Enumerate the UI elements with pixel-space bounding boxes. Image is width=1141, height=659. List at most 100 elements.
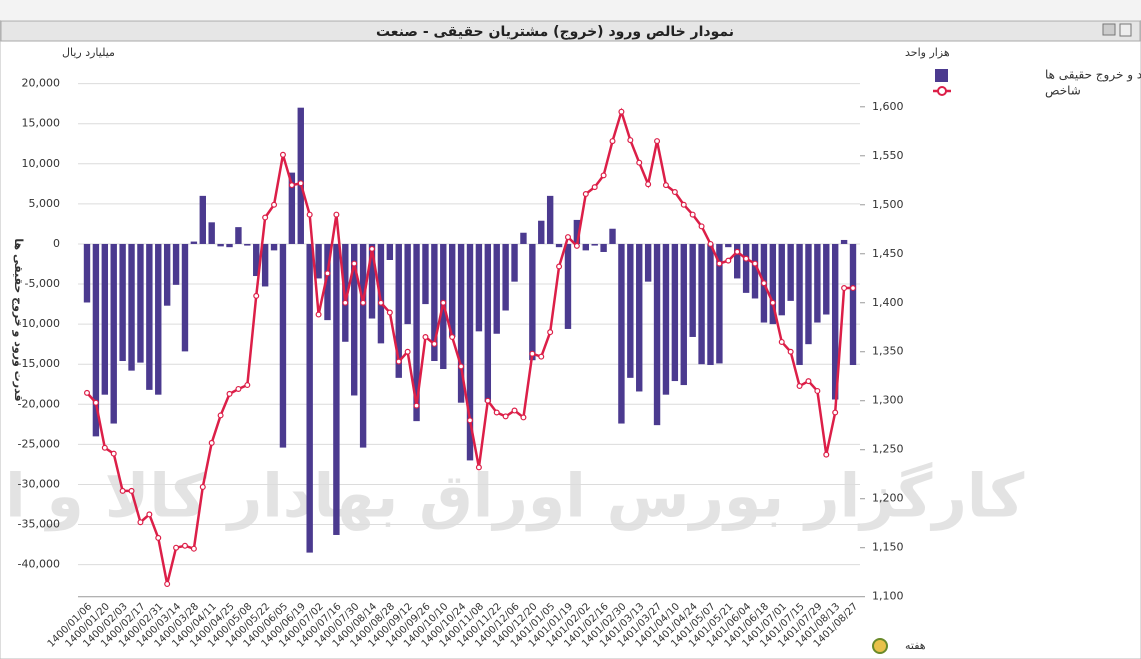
y2-unit: هزار واحد: [905, 46, 950, 59]
bar: [796, 243, 803, 366]
line-marker: [244, 382, 251, 389]
line-marker: [288, 182, 295, 189]
bar: [555, 243, 563, 248]
y-tick-label: -30,000: [18, 477, 60, 490]
y2-tick-label: 1,200: [872, 492, 904, 505]
bar: [253, 243, 260, 277]
line-marker: [146, 511, 153, 518]
y2-tick-label: 1,400: [872, 296, 904, 309]
bar: [680, 243, 687, 386]
y-tick-label: -5,000: [25, 277, 60, 290]
line-marker: [110, 450, 117, 457]
line-marker: [752, 260, 759, 267]
bar: [529, 243, 536, 361]
line-marker: [271, 201, 278, 208]
bar: [493, 243, 500, 334]
line-marker: [413, 402, 420, 409]
y2-tick-label: 1,350: [872, 345, 904, 358]
line-marker: [573, 242, 580, 249]
line-marker: [449, 334, 456, 341]
bar: [226, 243, 233, 248]
bar: [564, 243, 572, 329]
legend-swatch: [937, 86, 947, 96]
bar: [181, 243, 189, 352]
refresh-icon[interactable]: [872, 638, 888, 654]
line-marker: [538, 353, 545, 360]
line-marker: [226, 390, 233, 397]
bar: [306, 243, 313, 553]
line-marker: [609, 138, 616, 145]
bar: [368, 243, 376, 319]
line-marker: [306, 211, 313, 218]
line-marker: [493, 409, 500, 416]
line-marker: [787, 348, 794, 355]
bar: [609, 228, 616, 244]
bar: [831, 243, 839, 400]
line-marker: [636, 159, 643, 166]
line-marker: [805, 378, 812, 385]
bar: [725, 243, 732, 248]
line-marker: [155, 534, 162, 541]
print-icon[interactable]: [1102, 23, 1116, 36]
line-marker: [502, 413, 509, 420]
line-marker: [769, 299, 776, 306]
line-marker: [431, 340, 438, 347]
bar: [110, 243, 117, 424]
bar: [83, 243, 91, 303]
bar: [546, 195, 554, 244]
line-marker: [689, 211, 696, 218]
line-marker: [698, 223, 705, 230]
line-marker: [190, 545, 197, 552]
y-axis-title: قدرت ورود و خروج حقیقی ها: [11, 238, 25, 401]
y-tick-label: 5,000: [29, 197, 61, 210]
bar: [644, 243, 652, 282]
bar: [573, 219, 581, 244]
legend-label: قدرت ورود و خروج حقیقی ها: [1045, 68, 1141, 83]
line-marker: [556, 263, 563, 270]
line-marker: [208, 439, 215, 446]
line-marker: [654, 138, 661, 145]
bar: [146, 243, 153, 390]
line-marker: [671, 189, 678, 196]
bar: [279, 243, 287, 448]
bar: [475, 243, 483, 332]
line-marker: [716, 260, 723, 267]
line-marker: [119, 487, 126, 494]
bar: [769, 243, 777, 325]
bar: [707, 243, 714, 366]
line-marker: [591, 184, 598, 191]
bar: [404, 243, 411, 325]
line-marker: [279, 151, 286, 158]
bar: [359, 243, 367, 448]
line-marker: [520, 414, 527, 421]
y2-tick-label: 1,150: [872, 541, 904, 554]
bar: [448, 243, 456, 337]
line-marker: [778, 338, 785, 345]
line-marker: [475, 464, 482, 471]
line-marker: [253, 292, 260, 299]
y2-tick-label: 1,450: [872, 247, 904, 260]
y-tick-label: 15,000: [22, 117, 61, 130]
line-marker: [137, 519, 144, 526]
bar: [101, 243, 109, 395]
line-marker: [333, 211, 340, 218]
bar: [600, 243, 607, 252]
bar: [698, 243, 705, 365]
bar: [235, 227, 242, 244]
bar: [823, 243, 830, 315]
legend-swatch: [935, 69, 948, 82]
bar: [172, 243, 180, 285]
line-marker: [83, 389, 90, 396]
bar: [208, 222, 215, 244]
bar: [351, 243, 358, 396]
export-icon[interactable]: [1119, 23, 1132, 37]
line-marker: [181, 542, 188, 549]
line-marker: [369, 245, 376, 252]
bar: [457, 243, 465, 403]
line-marker: [235, 385, 242, 392]
bar: [636, 243, 643, 392]
bar: [805, 243, 812, 345]
